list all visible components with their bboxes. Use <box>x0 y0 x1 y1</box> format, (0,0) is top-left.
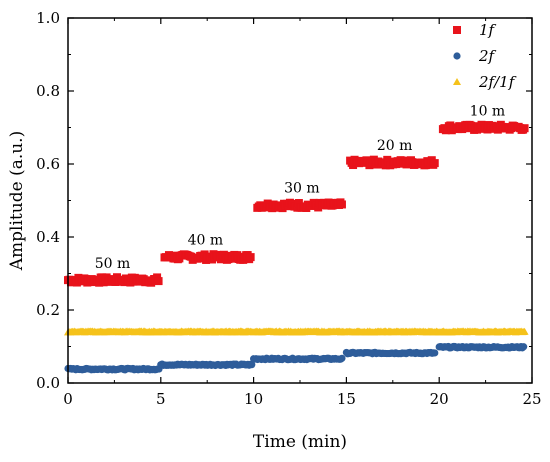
legend-label: 2f/1f <box>478 73 517 91</box>
x-tick-label: 10 <box>244 390 263 408</box>
legend-marker <box>453 52 461 60</box>
legend-marker <box>453 78 461 85</box>
data-point <box>154 277 163 286</box>
y-tick-label: 0.0 <box>36 374 60 392</box>
y-tick-label: 0.6 <box>36 155 60 173</box>
data-point <box>95 278 104 287</box>
series-2 <box>64 327 529 336</box>
data-marks <box>64 120 529 374</box>
x-axis-label: Time (min) <box>253 432 347 452</box>
x-tick-label: 15 <box>337 390 356 408</box>
series-0 <box>64 120 529 287</box>
x-tick-label: 0 <box>63 390 73 408</box>
legend-marker <box>453 26 461 34</box>
distance-annotation: 50 m <box>95 256 131 272</box>
data-point <box>248 361 256 369</box>
legend-entry: 1f <box>453 21 497 39</box>
legend-entry: 2f <box>453 47 497 65</box>
legend-label: 2f <box>478 47 497 65</box>
legend-entry: 2f/1f <box>453 73 517 91</box>
distance-annotation: 30 m <box>284 180 320 196</box>
distance-annotation: 20 m <box>377 138 413 154</box>
data-point <box>337 200 346 209</box>
series-1 <box>64 342 528 374</box>
data-point <box>338 354 346 362</box>
y-tick-label: 0.4 <box>36 228 60 246</box>
data-point <box>520 327 529 335</box>
data-point <box>520 124 529 133</box>
y-tick-label: 0.2 <box>36 301 60 319</box>
y-axis-label: Amplitude (a.u.) <box>7 131 27 271</box>
legend: 1f 2f 2f/1f <box>453 21 517 91</box>
data-point <box>430 159 439 168</box>
data-point <box>246 253 255 262</box>
annotations: 50 m 40 m 30 m 20 m 10 m <box>95 103 505 272</box>
distance-annotation: 40 m <box>188 232 224 248</box>
x-tick-label: 5 <box>156 390 166 408</box>
data-point <box>294 199 303 208</box>
data-point <box>520 343 528 351</box>
x-tick-label: 25 <box>522 390 541 408</box>
legend-label: 1f <box>479 21 497 39</box>
axis-ticks: 0 5 10 15 20 25 0.0 0.2 0.4 0.6 0.8 1.0 <box>36 9 541 408</box>
distance-annotation: 10 m <box>470 103 506 119</box>
x-tick-label: 20 <box>430 390 449 408</box>
y-tick-label: 0.8 <box>36 82 60 100</box>
y-tick-label: 1.0 <box>36 9 60 27</box>
data-point <box>431 349 439 357</box>
